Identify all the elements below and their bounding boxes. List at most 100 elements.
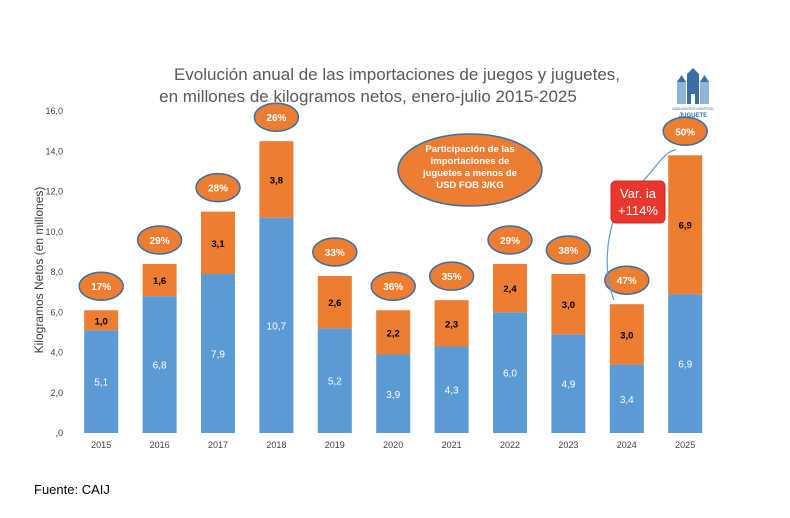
- x-tick-label: 2017: [208, 440, 228, 450]
- y-tick-label: 4,0: [50, 348, 63, 358]
- data-label-blue: 4,9: [561, 380, 575, 391]
- bar-segment-orange: [434, 300, 469, 347]
- x-axis-ticks: 2015 2016 2017 2018 2019 2020 2021 2022 2023 2024…: [91, 440, 695, 450]
- logo-tower-center: [687, 74, 699, 104]
- y-tick-label: 16,0: [45, 106, 63, 116]
- share-bubble: [312, 237, 358, 267]
- y-tick-label: 6,0: [50, 307, 63, 317]
- bar-segment-blue: [609, 364, 644, 433]
- logo-door: [691, 94, 695, 104]
- bar-segment-orange: [551, 274, 586, 335]
- logo-roof-center: [687, 68, 699, 74]
- bar-segment-orange: [668, 155, 703, 295]
- bar-segment-orange: [609, 304, 644, 365]
- x-tick-label: 2022: [500, 440, 520, 450]
- y-tick-label: 2,0: [50, 388, 63, 398]
- data-label-orange: 2,4: [503, 284, 517, 295]
- data-label-blue: 7,9: [211, 350, 225, 361]
- share-bubble: [78, 271, 124, 301]
- var-ia-value: +114%: [618, 203, 658, 218]
- share-label: 47%: [617, 276, 637, 287]
- logo-tower-right: [700, 82, 709, 104]
- bar-segment-blue: [317, 328, 352, 433]
- share-note-line-3: juguetes a menos de: [422, 168, 517, 179]
- data-label-orange: 1,6: [153, 276, 166, 287]
- bar-segment-blue: [142, 296, 177, 433]
- y-tick-label: 8,0: [50, 267, 63, 277]
- data-label-blue: 6,8: [153, 361, 167, 372]
- share-note-bubble: Participación de las importaciones de ju…: [397, 133, 543, 207]
- bar-segment-blue: [668, 294, 703, 433]
- bar-segment-blue: [551, 334, 586, 433]
- y-axis-ticks: ,0 2,0 4,0 6,0 8,0 10,0 12,0 14,0 16,0: [45, 106, 63, 438]
- share-bubble: [487, 225, 533, 255]
- bar-segment-orange: [317, 276, 352, 329]
- share-bubble: [253, 102, 300, 132]
- caij-logo: CÁMARA ARGENTINA DE LA INDUSTRIA DEL JUG…: [672, 68, 714, 119]
- data-label-orange: 3,0: [620, 330, 633, 341]
- bar-segment-blue: [259, 217, 294, 433]
- y-tick-label: 14,0: [45, 146, 63, 156]
- share-note-line-2: importaciones de: [431, 156, 510, 167]
- chart: Evolución anual de las importaciones de …: [32, 65, 714, 450]
- logo-big-text: JUGUETE: [679, 113, 707, 119]
- data-label-orange: 2,3: [445, 319, 458, 330]
- data-label-blue: 6,0: [503, 369, 517, 380]
- bar-segment-orange: [493, 263, 527, 313]
- share-label: 17%: [91, 282, 111, 293]
- var-ia-box: Var. ia +114%: [610, 180, 666, 224]
- share-label: 29%: [150, 236, 170, 247]
- data-label-orange: 3,1: [211, 239, 225, 250]
- logo-roof-right: [700, 75, 709, 82]
- share-bubble: [545, 235, 592, 265]
- var-ia-label: Var. ia: [620, 186, 657, 201]
- logo-roof-left: [677, 75, 686, 82]
- bar-segment-orange: [259, 141, 294, 218]
- share-label: 36%: [383, 282, 403, 293]
- data-label-blue: 10,7: [267, 321, 287, 332]
- data-label-orange: 3,8: [270, 175, 283, 186]
- data-label-orange: 3,0: [562, 300, 575, 311]
- bar-segment-orange: [142, 263, 177, 297]
- data-label-blue: 5,2: [328, 377, 342, 388]
- x-tick-label: 2024: [617, 440, 637, 450]
- y-tick-label: ,0: [55, 428, 63, 438]
- var-ia-rect: [610, 180, 666, 224]
- share-label: 29%: [500, 236, 520, 247]
- share-bubble: [136, 225, 183, 255]
- data-label-orange: 2,6: [328, 298, 341, 309]
- data-label-orange: 1,0: [95, 316, 108, 327]
- bars: 5,1 1,0 17% 6,8 1,6 29% 7,9 3,1 28% 10,7 3,8 26% 5,2…: [78, 102, 708, 433]
- share-bubble: [428, 261, 475, 291]
- source-note: Fuente: CAIJ: [34, 482, 110, 497]
- bar-segment-orange: [376, 310, 411, 355]
- share-bubble: [604, 265, 650, 295]
- bar-segment-blue: [493, 312, 527, 433]
- data-label-blue: 3,4: [620, 395, 634, 406]
- bar-segment-blue: [201, 274, 235, 433]
- x-tick-label: 2019: [325, 440, 345, 450]
- y-tick-label: 12,0: [45, 187, 63, 197]
- share-bubble: [370, 271, 416, 301]
- share-note-ellipse: [397, 133, 543, 207]
- share-label: 26%: [266, 113, 286, 124]
- bar-segment-orange: [84, 310, 119, 331]
- share-note-line-4: USD FOB 3/KG: [436, 180, 504, 191]
- share-bubble: [662, 116, 708, 147]
- x-tick-label: 2020: [383, 440, 403, 450]
- share-label: 33%: [325, 248, 345, 259]
- data-label-blue: 3,9: [386, 390, 400, 401]
- bar-segment-orange: [201, 211, 235, 275]
- data-label-blue: 5,1: [94, 378, 108, 389]
- chart-title-line-2: en millones de kilogramos netos, enero-j…: [159, 87, 577, 106]
- logo-small-text: CÁMARA ARGENTINA DE LA INDUSTRIA DEL: [672, 106, 714, 111]
- bar-segment-blue: [376, 354, 411, 433]
- logo-tower-left: [677, 82, 686, 104]
- share-label: 35%: [442, 272, 462, 283]
- y-axis-label: Kilogramos Netos (en millones): [32, 187, 46, 354]
- data-label-blue: 6,9: [678, 360, 692, 371]
- share-label: 50%: [675, 127, 695, 138]
- bar-segment-blue: [84, 330, 119, 433]
- share-note-line-1: Participación de las: [425, 144, 514, 155]
- x-tick-label: 2025: [675, 440, 695, 450]
